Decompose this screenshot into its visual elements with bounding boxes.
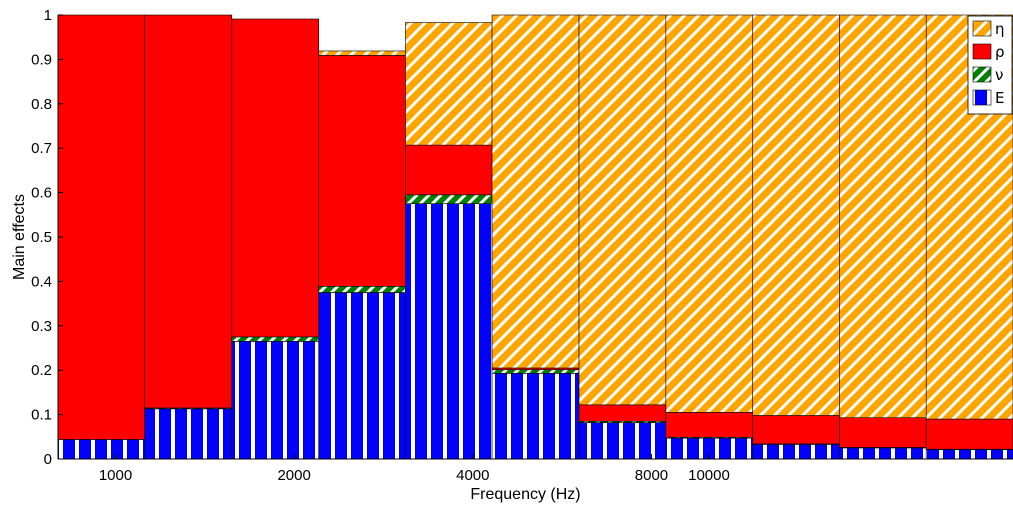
y-tick-label: 0.1 (31, 407, 52, 424)
legend-label-e: E (995, 89, 1004, 107)
x-tick-label: 8000 (635, 467, 668, 484)
bar-segment-eta-band-4 (318, 50, 406, 56)
bar-segment-rho-band-7 (578, 404, 667, 422)
legend-label-nu: ν (995, 66, 1003, 84)
x-tick-label: 2000 (277, 467, 310, 484)
y-tick-label: 0.2 (31, 362, 52, 379)
legend-swatch-eta (972, 20, 992, 37)
y-tick-label: 0.4 (31, 273, 52, 290)
legend-swatch-e (972, 89, 992, 106)
bar-segment-rho-band-1 (57, 14, 146, 440)
y-tick-label: 0.5 (31, 229, 52, 246)
legend-swatch-rho (972, 43, 992, 60)
bar-segment-rho-band-10 (839, 417, 927, 448)
bar-segment-rho-band-3 (231, 18, 320, 338)
bar-segment-eta-band-5 (405, 22, 493, 146)
bar-segment-e-band-11 (925, 449, 1013, 460)
legend-label-rho: ρ (995, 43, 1005, 61)
y-tick-label: 0.3 (31, 318, 52, 335)
legend-label-eta: η (995, 20, 1005, 38)
bar-segment-e-band-6 (491, 373, 580, 460)
bar-segment-eta-band-6 (491, 14, 580, 369)
bar-segment-eta-band-9 (752, 14, 840, 416)
x-tick-label: 4000 (456, 467, 489, 484)
bar-segment-nu-band-5 (405, 194, 493, 205)
bar-segment-e-band-4 (318, 292, 406, 460)
y-tick-label: 0.8 (31, 96, 52, 113)
bars-group (57, 14, 1013, 460)
bar-segment-e-band-5 (405, 203, 493, 460)
bar-segment-nu-band-4 (318, 285, 406, 293)
bar-segment-nu-band-6 (491, 369, 580, 374)
y-tick-label: 0.6 (31, 185, 52, 202)
bar-segment-eta-band-10 (839, 14, 927, 419)
bar-segment-e-band-1 (57, 439, 146, 460)
bar-segment-nu-band-3 (231, 336, 320, 342)
bar-segment-e-band-2 (144, 408, 233, 460)
x-tick-label: 1000 (99, 467, 132, 484)
bar-segment-rho-band-11 (925, 418, 1013, 450)
y-tick-label: 0.9 (31, 51, 52, 68)
x-tick-label: 10000 (688, 467, 730, 484)
y-axis-label: Main effects (11, 194, 28, 280)
x-axis-label: Frequency (Hz) (470, 486, 580, 503)
bar-segment-e-band-7 (578, 422, 667, 460)
y-tick-label: 1 (44, 7, 52, 24)
bar-segment-rho-band-5 (405, 144, 493, 196)
bar-segment-rho-band-2 (144, 14, 233, 409)
bar-segment-rho-band-4 (318, 55, 406, 287)
bar-segment-eta-band-8 (665, 14, 754, 413)
bar-segment-rho-band-9 (752, 415, 840, 445)
bar-segment-e-band-10 (839, 447, 927, 460)
y-tick-label: 0.7 (31, 140, 52, 157)
bar-segment-e-band-9 (752, 444, 840, 460)
axes-group: 0 0.1 0.2 0.3 0.4 0.5 0.6 0.7 0.8 0.9 1 1000 2000 400… (11, 7, 1013, 503)
bar-segment-rho-band-8 (665, 412, 754, 438)
y-tick-label: 0 (44, 451, 52, 468)
legend-swatch-nu (972, 66, 992, 83)
bar-segment-eta-band-7 (578, 14, 667, 406)
bar-segment-e-band-3 (231, 341, 320, 460)
